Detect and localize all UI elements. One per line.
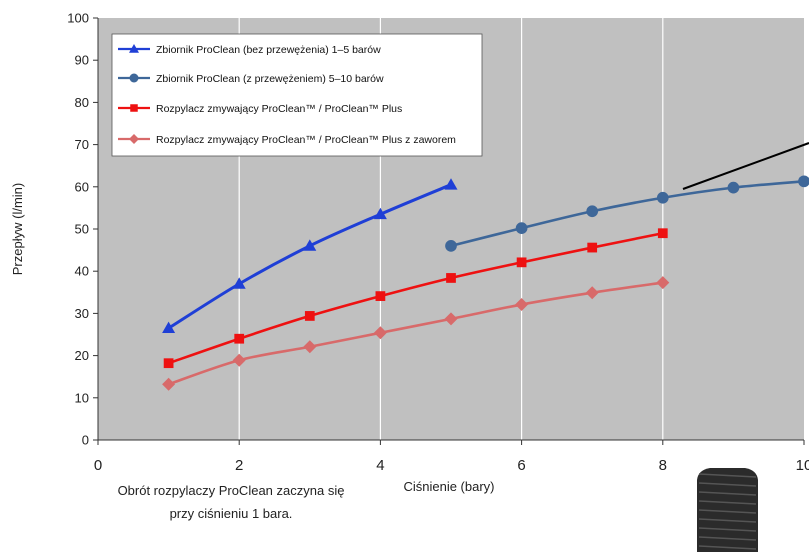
data-point (373, 207, 387, 220)
x-tick-label: 10 (796, 457, 809, 474)
data-series (162, 175, 809, 391)
y-tick-label: 90 (75, 53, 89, 68)
data-point (129, 134, 139, 144)
y-tick-label: 50 (75, 222, 89, 237)
nozzle-thread-ridge (698, 509, 757, 514)
data-point (656, 191, 669, 204)
nozzle-thread-ridge (698, 491, 757, 496)
y-tick-label: 80 (75, 95, 89, 110)
data-point (129, 73, 139, 83)
data-point (234, 333, 245, 344)
chart-legend: Zbiornik ProClean (bez przewężenia) 1–5 … (111, 33, 483, 157)
legend-entry-1: Zbiornik ProClean (bez przewężenia) 1–5 … (118, 44, 381, 56)
axes: 0 10 20 30 40 50 60 70 80 90 100 0 2 4 6 8 10 (67, 11, 809, 475)
y-axis-title: Przepływ (l/min) (10, 183, 25, 275)
x-tick-label: 8 (659, 457, 667, 474)
nozzle-thread-ridge (698, 518, 757, 523)
data-point (129, 44, 139, 53)
data-point (587, 242, 598, 253)
x-tick-label: 4 (376, 457, 384, 474)
data-point (798, 175, 809, 188)
data-point (727, 181, 740, 194)
data-point (162, 321, 176, 334)
legend-label: Rozpylacz zmywający ProClean™ / ProClean… (156, 103, 402, 115)
legend-box (111, 33, 483, 157)
nozzle-thread-ridge (698, 473, 757, 478)
y-tick-label: 10 (75, 390, 89, 405)
x-tick-label: 6 (517, 457, 525, 474)
footnote-line-2: przy ciśnieniu 1 bara. (170, 506, 293, 521)
series-1 (162, 178, 458, 334)
series-3 (163, 228, 668, 369)
data-point (303, 340, 317, 354)
legend-label: Zbiornik ProClean (z przewężeniem) 5–10 … (156, 73, 384, 85)
data-point (656, 276, 670, 290)
footnote-line-1: Obrót rozpylaczy ProClean zaczyna się (118, 483, 345, 498)
legend-label: Zbiornik ProClean (bez przewężenia) 1–5 … (156, 44, 381, 56)
callout-leader-line (682, 142, 809, 190)
nozzle-icon (697, 468, 758, 552)
data-point (444, 312, 458, 326)
data-point (445, 240, 457, 252)
data-point (304, 311, 315, 321)
series-line (168, 281, 663, 386)
y-tick-label: 60 (75, 179, 89, 194)
nozzle-threads (698, 473, 757, 550)
data-point (232, 353, 246, 367)
series-line (450, 180, 805, 248)
data-point (373, 326, 387, 340)
data-point (515, 298, 529, 312)
data-point (444, 178, 458, 190)
series-line (168, 231, 664, 365)
series-4 (162, 276, 670, 391)
data-point (232, 277, 246, 289)
nozzle-thread-ridge (698, 527, 757, 532)
y-tick-label: 20 (75, 348, 89, 363)
data-point (585, 286, 599, 300)
legend-label: Rozpylacz zmywający ProClean™ / ProClean… (156, 134, 456, 146)
nozzle-thread-ridge (698, 545, 757, 550)
data-point (162, 377, 176, 391)
data-point (446, 273, 456, 283)
data-point (303, 239, 317, 251)
data-point (516, 257, 527, 268)
x-axis-title: Ciśnienie (bary) (403, 479, 494, 494)
data-point (163, 358, 174, 369)
series-2 (445, 175, 809, 252)
x-tick-label: 2 (235, 457, 243, 474)
nozzle-thread-ridge (698, 536, 757, 541)
data-point (130, 104, 138, 112)
data-point (375, 291, 386, 301)
legend-entry-3: Rozpylacz zmywający ProClean™ / ProClean… (118, 103, 402, 115)
data-point (657, 228, 668, 239)
data-point (586, 205, 599, 218)
nozzle-thread-ridge (698, 500, 757, 505)
y-tick-label: 0 (82, 433, 89, 448)
y-tick-label: 100 (67, 11, 89, 26)
data-point (515, 222, 528, 235)
legend-entry-4: Rozpylacz zmywający ProClean™ / ProClean… (118, 134, 456, 146)
y-tick-label: 30 (75, 306, 89, 321)
y-tick-label: 40 (75, 264, 89, 279)
nozzle-thread-ridge (698, 482, 757, 487)
x-tick-label: 0 (94, 457, 102, 474)
legend-entry-2: Zbiornik ProClean (z przewężeniem) 5–10 … (118, 73, 384, 85)
y-tick-label: 70 (75, 137, 89, 152)
